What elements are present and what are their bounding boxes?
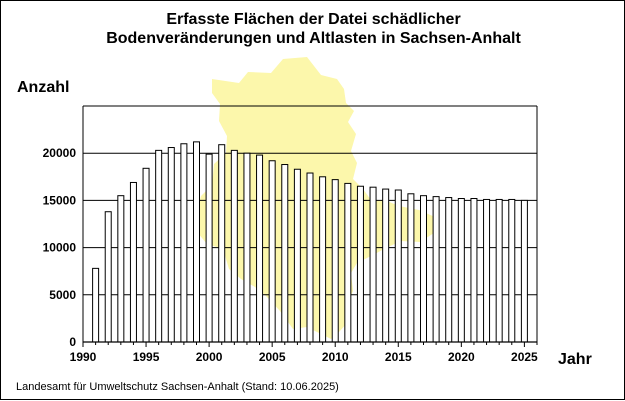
bar-2013 [369, 186, 377, 343]
bar-1991 [92, 267, 100, 343]
bar-2006 [281, 164, 289, 343]
bar-2020 [457, 198, 465, 343]
bar-2018 [432, 196, 440, 343]
x-axis-label: Jahr [558, 351, 592, 368]
x-tick-label-1995: 1995 [133, 350, 160, 364]
bar-2019 [445, 197, 453, 343]
bar-2003 [243, 152, 251, 343]
x-tick-label-2010: 2010 [322, 350, 349, 364]
x-tick-label-2005: 2005 [259, 350, 286, 364]
bar-1996 [155, 149, 163, 343]
bar-2025 [520, 199, 528, 343]
bar-2000 [205, 153, 213, 343]
y-tick-label-15000: 15000 [43, 193, 77, 207]
bar-2016 [407, 193, 415, 343]
source-footer: Landesamt für Umweltschutz Sachsen-Anhal… [16, 381, 339, 393]
bar-2007 [293, 168, 301, 343]
x-tick-label-2020: 2020 [448, 350, 475, 364]
bar-2024 [508, 198, 516, 343]
chart-title-line-2: Bodenveränderungen und Altlasten in Sach… [106, 30, 521, 47]
bar-2010 [331, 179, 339, 343]
bar-2023 [495, 198, 503, 343]
bar-1993 [117, 195, 125, 343]
bar-1999 [193, 141, 200, 343]
bar-2014 [382, 188, 390, 343]
bar-1995 [142, 167, 150, 343]
bar-1994 [129, 181, 137, 343]
y-tick-label-10000: 10000 [43, 241, 77, 255]
chart-title-line-1: Erfasste Flächen der Datei schädlicher [166, 11, 461, 28]
bar-2005 [268, 160, 276, 343]
bar-2008 [306, 172, 314, 343]
x-tick-label-2000: 2000 [196, 350, 223, 364]
bar-2009 [319, 176, 327, 343]
x-tick-label-2025: 2025 [511, 350, 538, 364]
bar-2001 [218, 144, 226, 343]
bar-2021 [470, 198, 478, 343]
bar-2004 [256, 154, 264, 343]
y-tick-label-0: 0 [69, 335, 76, 349]
y-tick-label-5000: 5000 [49, 288, 76, 302]
bar-1997 [167, 147, 175, 343]
x-tick-label-2015: 2015 [385, 350, 412, 364]
x-tick-label-1990: 1990 [70, 350, 97, 364]
sachsen-anhalt-map-background [196, 57, 435, 339]
bar-2011 [344, 182, 352, 343]
bar-2022 [483, 198, 491, 343]
bar-2015 [394, 189, 402, 343]
bar-2012 [356, 185, 364, 343]
bar-2002 [230, 149, 238, 343]
y-axis-label: Anzahl [17, 79, 70, 96]
bar-1998 [180, 143, 188, 343]
bar-1992 [104, 211, 112, 343]
bar-2017 [420, 195, 427, 343]
y-tick-label-20000: 20000 [43, 146, 77, 160]
